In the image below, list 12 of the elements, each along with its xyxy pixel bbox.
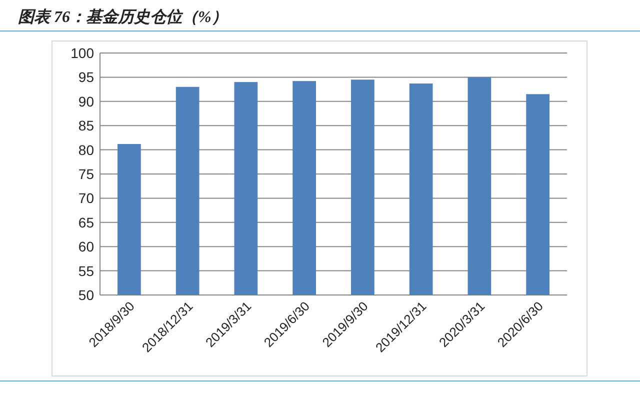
y-tick-label: 90 — [78, 93, 94, 110]
y-tick-label: 60 — [78, 238, 94, 255]
chart-title: 图表 76：基金历史仓位（%） — [18, 8, 228, 26]
y-tick-label: 65 — [78, 214, 94, 230]
y-tick-label: 75 — [78, 166, 94, 182]
y-tick-label: 95 — [78, 69, 94, 86]
y-tick-label: 80 — [78, 142, 94, 158]
y-tick-label: 70 — [78, 190, 94, 206]
y-tick-label: 55 — [78, 262, 94, 279]
y-tick-label: 85 — [78, 118, 94, 134]
y-tick-label: 50 — [78, 287, 94, 303]
y-tick-label: 100 — [70, 45, 94, 61]
